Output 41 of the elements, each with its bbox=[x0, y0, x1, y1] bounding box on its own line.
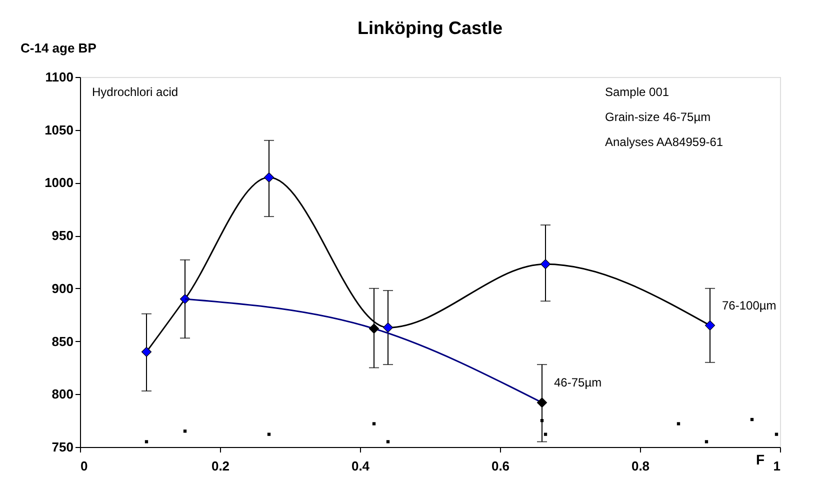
point bbox=[704, 440, 708, 444]
point bbox=[382, 322, 394, 333]
point bbox=[676, 422, 680, 426]
point bbox=[544, 432, 548, 436]
point bbox=[536, 398, 548, 408]
x-tick-label: 1 bbox=[773, 458, 780, 474]
y-tick-label: 750 bbox=[52, 440, 74, 454]
series-label: 46-75µm bbox=[554, 376, 602, 390]
y-tick-label: 950 bbox=[52, 228, 74, 244]
point bbox=[704, 320, 716, 330]
y-tick-label: 1000 bbox=[44, 175, 74, 190]
point bbox=[141, 346, 152, 357]
point bbox=[264, 172, 274, 182]
point bbox=[183, 430, 187, 433]
annotation: Sample 001 bbox=[605, 85, 670, 99]
y-tick-label: 1100 bbox=[45, 70, 74, 84]
point bbox=[540, 259, 551, 270]
y-tick-label: 850 bbox=[52, 334, 74, 349]
x-tick-label: 0.4 bbox=[351, 458, 370, 474]
annotation: Grain-size 46-75µm bbox=[605, 110, 711, 124]
series-label: 76-100µm bbox=[722, 298, 776, 312]
point bbox=[267, 432, 271, 436]
point bbox=[386, 440, 390, 444]
x-tick-label: 0.6 bbox=[491, 458, 510, 474]
point bbox=[774, 432, 778, 436]
x-tick-label: 0.2 bbox=[211, 458, 230, 474]
chart-title: Linköping Castle bbox=[357, 18, 503, 38]
point bbox=[144, 440, 148, 444]
annotation: Hydrochlori acid bbox=[92, 85, 178, 99]
y-tick-label: 900 bbox=[52, 280, 74, 296]
x-tick-label: 0 bbox=[80, 458, 88, 474]
point bbox=[368, 324, 380, 334]
y-tick-label: 1050 bbox=[44, 122, 74, 138]
x-tick-label: 0.8 bbox=[631, 458, 650, 474]
point bbox=[372, 422, 376, 426]
x-axis-title: F bbox=[756, 452, 765, 468]
y-tick-label: 800 bbox=[52, 386, 74, 402]
annotation: Analyses AA84959-61 bbox=[605, 135, 724, 149]
y-axis-title: C-14 age BP bbox=[20, 40, 97, 56]
point bbox=[540, 418, 544, 422]
point bbox=[750, 418, 754, 422]
